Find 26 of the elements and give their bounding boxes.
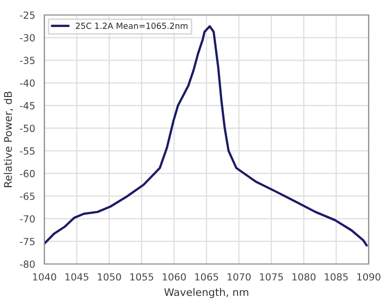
y-tick-label: -30 [20, 34, 35, 42]
y-tick-label: -40 [20, 79, 35, 87]
x-tick-label: 1045 [66, 273, 88, 281]
legend-label: 25C 1.2A Mean=1065.2nm [76, 22, 188, 29]
x-tick-label: 1050 [98, 273, 121, 281]
x-tick-label: 1060 [162, 273, 186, 281]
x-tick-label: 1075 [260, 273, 283, 281]
y-tick-label: -45 [20, 102, 35, 110]
y-tick-label: -60 [20, 170, 35, 178]
y-tick-label: -70 [20, 215, 35, 223]
x-tick-label: 1085 [324, 273, 348, 281]
y-axis-title: Relative Power, dB [4, 92, 13, 188]
y-tick-label: -35 [20, 56, 35, 64]
x-tick-label: 1065 [195, 273, 218, 281]
y-tick-label: -75 [20, 238, 35, 246]
y-tick-label: -50 [20, 124, 35, 132]
x-axis-title: Wavelength, nm [164, 288, 248, 298]
y-tick-label: -80 [20, 260, 35, 268]
y-tick-label: -25 [20, 11, 35, 19]
x-tick-label: 1080 [292, 273, 316, 281]
y-tick-label: -55 [20, 147, 35, 155]
x-tick-label: 1070 [228, 273, 251, 281]
x-tick-label: 1090 [357, 273, 380, 281]
x-tick-label: 1055 [130, 273, 154, 281]
x-tick-label: 1040 [33, 273, 56, 281]
y-tick-label: -65 [20, 192, 35, 200]
